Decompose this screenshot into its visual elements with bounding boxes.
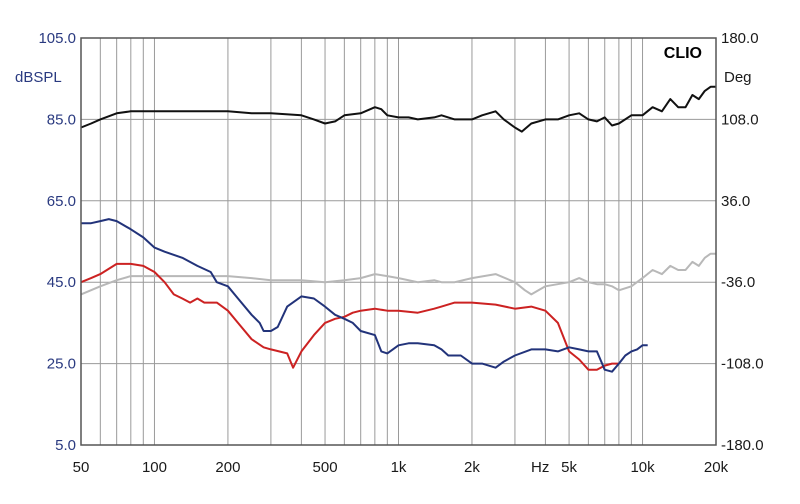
y-right-tick-label: 36.0 (721, 193, 750, 210)
x-tick-label: 50 (73, 459, 90, 476)
y-right-axis-label: Deg (724, 69, 752, 86)
x-tick-label: 500 (313, 459, 338, 476)
y-left-tick-labels: 105.0 85.0 65.0 45.0 25.0 5.0 (38, 30, 76, 454)
y-left-tick-label: 85.0 (47, 111, 76, 128)
series-group (80, 85, 716, 373)
clio-brand-label: CLIO (664, 45, 702, 62)
x-tick-label: 10k (630, 459, 655, 476)
x-tick-label: 1k (391, 459, 407, 476)
x-tick-label: 20k (704, 459, 729, 476)
y-right-tick-labels: 180.0 108.0 36.0 -36.0 -108.0 -180.0 (721, 30, 764, 454)
y-right-tick-label: -36.0 (721, 274, 755, 291)
x-tick-label: 200 (215, 459, 240, 476)
y-left-tick-label: 45.0 (47, 274, 76, 291)
y-left-tick-label: 65.0 (47, 193, 76, 210)
x-tick-labels: 50 100 200 500 1k 2k 5k 10k 20k (73, 459, 729, 476)
y-left-tick-label: 105.0 (38, 30, 76, 47)
series-line-3 (80, 262, 619, 371)
series-line-1 (80, 85, 716, 133)
x-tick-label: 100 (142, 459, 167, 476)
y-left-tick-label: 5.0 (55, 437, 76, 454)
y-right-tick-label: 108.0 (721, 111, 759, 128)
y-left-tick-label: 25.0 (47, 356, 76, 373)
series-line-4 (81, 218, 648, 373)
x-tick-label: 2k (464, 459, 480, 476)
x-unit-label: Hz (531, 459, 549, 476)
grid (81, 38, 716, 445)
y-right-tick-label: -180.0 (721, 437, 764, 454)
plot-frame (80, 37, 717, 446)
y-right-tick-label: 180.0 (721, 30, 759, 47)
x-tick-label: 5k (561, 459, 577, 476)
y-right-tick-label: -108.0 (721, 356, 764, 373)
y-left-axis-label: dBSPL (15, 69, 62, 86)
series-line-2 (80, 252, 716, 296)
